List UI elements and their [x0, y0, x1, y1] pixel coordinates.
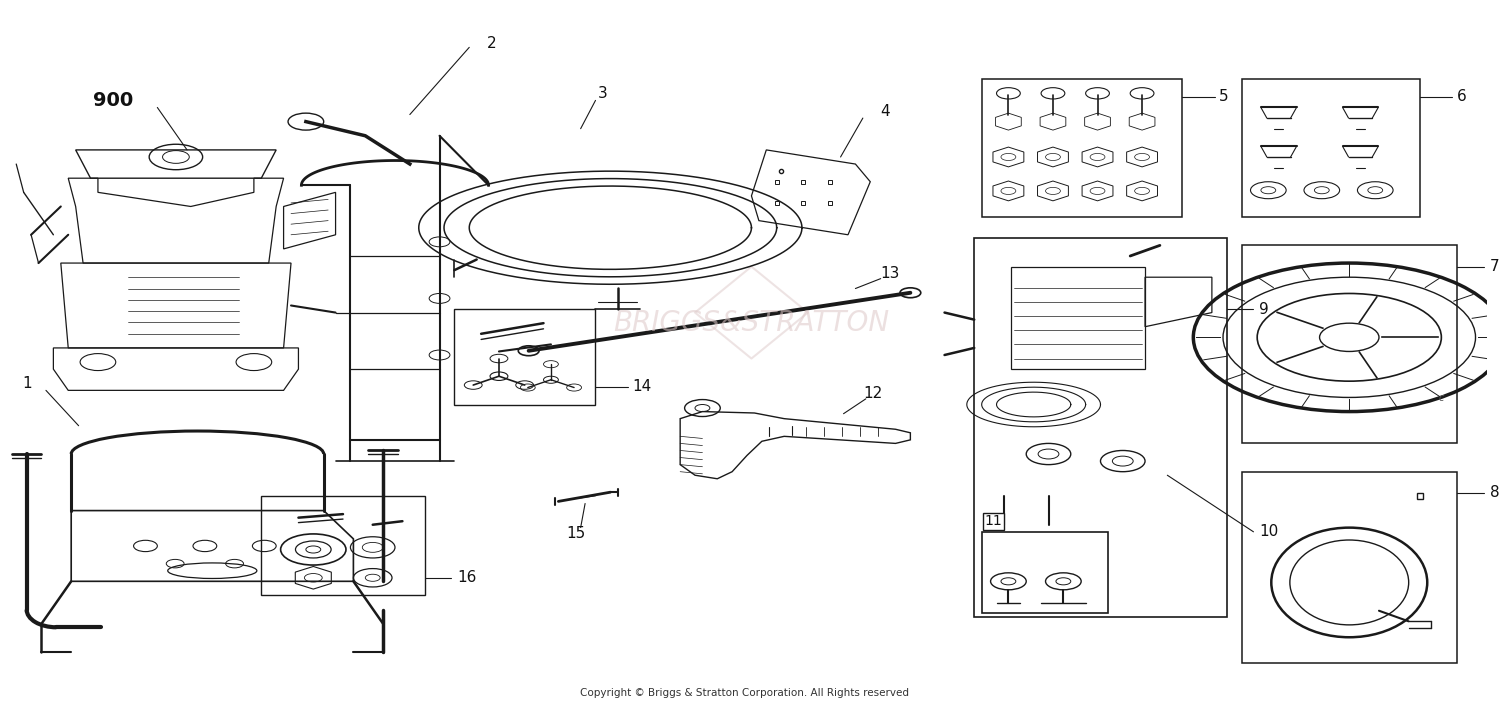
- Text: BRIGGS&STRATTON: BRIGGS&STRATTON: [614, 309, 890, 337]
- Text: 10: 10: [1260, 524, 1278, 540]
- Text: 12: 12: [864, 386, 883, 401]
- Text: 3: 3: [598, 86, 608, 101]
- Text: 11: 11: [984, 514, 1002, 528]
- Bar: [1242, 471, 1456, 662]
- Text: 6: 6: [1456, 89, 1467, 104]
- Text: c: c: [1438, 393, 1444, 403]
- Bar: [454, 309, 596, 405]
- Text: 1: 1: [22, 376, 32, 391]
- Text: 16: 16: [458, 570, 477, 585]
- Text: 900: 900: [93, 91, 134, 110]
- Text: 15: 15: [567, 525, 586, 541]
- Text: 8: 8: [1490, 486, 1500, 501]
- Text: Copyright © Briggs & Stratton Corporation. All Rights reserved: Copyright © Briggs & Stratton Corporatio…: [579, 688, 909, 698]
- Text: 9: 9: [1260, 302, 1269, 317]
- Text: 13: 13: [880, 266, 900, 281]
- Text: 7: 7: [1490, 259, 1500, 274]
- Bar: [974, 239, 1227, 617]
- Bar: [1242, 80, 1420, 217]
- Text: 4: 4: [880, 104, 890, 119]
- Bar: [1242, 246, 1456, 444]
- Text: 5: 5: [1220, 89, 1228, 104]
- Bar: [981, 532, 1108, 613]
- Text: 14: 14: [633, 379, 652, 394]
- Bar: [981, 80, 1182, 217]
- Text: 2: 2: [486, 36, 496, 51]
- Bar: [261, 496, 424, 596]
